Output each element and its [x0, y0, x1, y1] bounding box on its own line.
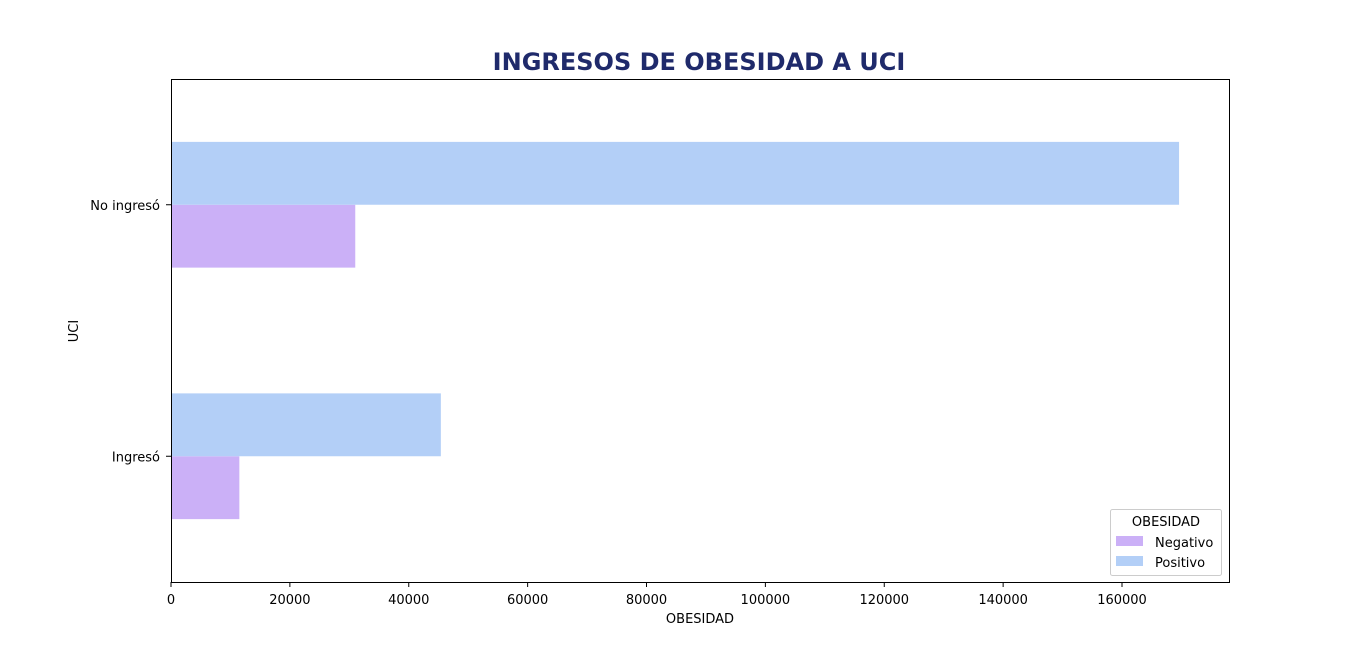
legend-swatch-positivo — [1116, 556, 1143, 566]
x-tick-label: 160000 — [1097, 593, 1147, 608]
bar-positivo-0 — [171, 393, 441, 457]
x-tick-label: 140000 — [978, 593, 1028, 608]
chart-title: INGRESOS DE OBESIDAD A UCI — [493, 48, 906, 76]
bar-negativo-0 — [171, 456, 240, 520]
plot-frame — [171, 79, 1230, 583]
y-axis-ticks: Ingresó No ingresó — [90, 199, 171, 465]
bar-negativo-1 — [171, 204, 356, 268]
legend-swatch-negativo — [1116, 536, 1143, 546]
x-tick-label: 0 — [167, 593, 175, 608]
x-tick-label: 20000 — [269, 593, 310, 608]
y-tick-label: No ingresó — [90, 199, 160, 214]
legend-label-positivo: Positivo — [1155, 556, 1205, 571]
x-axis-label: OBESIDAD — [666, 612, 734, 627]
bar-positivo-1 — [171, 141, 1180, 205]
x-tick-label: 60000 — [507, 593, 548, 608]
y-tick-label: Ingresó — [112, 450, 160, 465]
legend-title: OBESIDAD — [1132, 515, 1200, 530]
y-axis-label: UCI — [67, 320, 82, 342]
bars-group — [171, 141, 1180, 520]
x-tick-label: 120000 — [859, 593, 909, 608]
legend-label-negativo: Negativo — [1155, 536, 1213, 551]
x-tick-label: 40000 — [388, 593, 429, 608]
x-axis-ticks: 0 20000 40000 60000 80000 100000 120000 140000 1… — [167, 582, 1147, 608]
x-tick-label: 80000 — [626, 593, 667, 608]
legend: OBESIDAD Negativo Positivo — [1110, 509, 1222, 576]
x-tick-label: 100000 — [741, 593, 791, 608]
